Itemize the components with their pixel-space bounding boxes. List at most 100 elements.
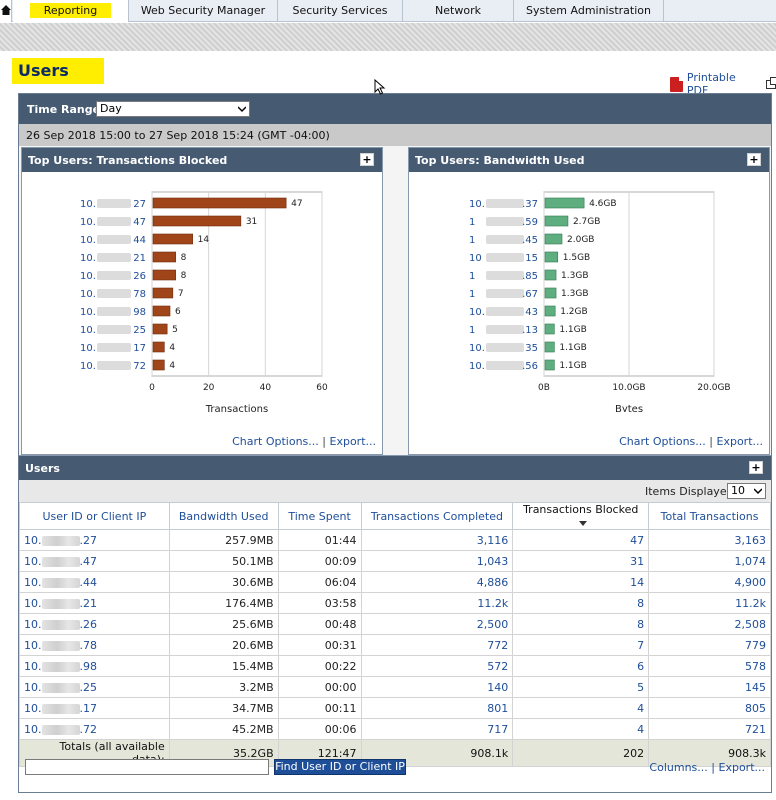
category-label-prefix[interactable]: 10. [80,325,96,336]
category-label-suffix[interactable]: .67 [522,289,538,300]
expand-plus-icon[interactable]: + [749,461,763,474]
bar[interactable] [544,305,556,317]
category-label-prefix[interactable]: 10. [80,253,96,264]
bar[interactable] [544,269,557,281]
tab-reporting[interactable]: Reporting [13,0,129,22]
total-transactions-link[interactable]: 2,508 [648,613,771,635]
chart-export-link[interactable]: Export... [716,435,764,448]
category-label-prefix[interactable]: 10. [469,199,485,210]
chart-options-link[interactable]: Chart Options... [232,435,319,448]
category-label-prefix[interactable]: 10. [469,343,485,354]
bar[interactable] [544,251,559,263]
category-label-prefix[interactable]: 10 [469,253,482,264]
category-label-prefix[interactable]: 10. [80,271,96,282]
category-label-prefix[interactable]: 10. [80,217,96,228]
home-icon[interactable] [0,0,12,22]
bar[interactable] [544,341,555,353]
bar[interactable] [152,287,174,299]
find-user-input[interactable] [25,759,269,775]
transactions-completed-link[interactable]: 1,043 [360,550,514,572]
category-label-prefix[interactable]: 10. [80,235,96,246]
user-id-link[interactable]: 10. .47 [19,550,170,572]
table-export-link[interactable]: Export... [718,761,766,774]
total-transactions-link[interactable]: 1,074 [648,550,771,572]
category-label-suffix[interactable]: 26 [133,271,146,282]
total-transactions-link[interactable]: 145 [648,676,771,698]
category-label-prefix[interactable]: 10. [80,199,96,210]
user-id-link[interactable]: 10. .27 [19,529,170,551]
transactions-blocked-link[interactable]: 4 [512,718,650,740]
user-id-link[interactable]: 10. .26 [19,613,170,635]
printable-pdf-link[interactable]: Printable PDF [670,71,776,97]
transactions-completed-link[interactable]: 2,500 [360,613,514,635]
transactions-blocked-link[interactable]: 8 [512,613,650,635]
transactions-completed-link[interactable]: 801 [360,697,514,719]
transactions-blocked-link[interactable]: 47 [512,529,650,551]
category-label-suffix[interactable]: 27 [133,199,146,210]
transactions-completed-link[interactable]: 3,116 [360,529,514,551]
chart-export-link[interactable]: Export... [329,435,377,448]
bar[interactable] [152,269,176,281]
user-id-link[interactable]: 10. .78 [19,634,170,656]
bar[interactable] [152,251,176,263]
category-label-suffix[interactable]: 98 [133,307,146,318]
category-label-prefix[interactable]: 10. [80,361,96,372]
total-transactions-link[interactable]: 779 [648,634,771,656]
user-id-link[interactable]: 10. .98 [19,655,170,677]
category-label-prefix[interactable]: 1 [469,217,475,228]
transactions-blocked-link[interactable]: 5 [512,676,650,698]
category-label-prefix[interactable]: 10. [469,361,485,372]
bar[interactable] [152,341,165,353]
column-header-transactions-blocked[interactable]: Transactions Blocked [512,502,650,530]
category-label-suffix[interactable]: 47 [133,217,146,228]
user-id-link[interactable]: 10. .21 [19,592,170,614]
category-label-suffix[interactable]: 17 [133,343,146,354]
total-transactions-link[interactable]: 11.2k [648,592,771,614]
transactions-blocked-link[interactable]: 14 [512,571,650,593]
transactions-blocked-link[interactable]: 7 [512,634,650,656]
category-label-suffix[interactable]: 43 [525,307,538,318]
columns-link[interactable]: Columns... [649,761,708,774]
bar[interactable] [544,359,555,371]
total-transactions-link[interactable]: 4,900 [648,571,771,593]
column-header-transactions-completed[interactable]: Transactions Completed [360,502,514,530]
time-range-select[interactable]: Day [96,101,250,117]
category-label-suffix[interactable]: .45 [522,235,538,246]
find-user-button[interactable]: Find User ID or Client IP [274,759,406,775]
expand-plus-icon[interactable]: + [747,153,761,166]
category-label-suffix[interactable]: .59 [522,217,538,228]
chart-options-link[interactable]: Chart Options... [619,435,706,448]
bar[interactable] [544,323,555,335]
category-label-prefix[interactable]: 1 [469,325,475,336]
bar[interactable] [544,215,569,227]
total-transactions-link[interactable]: 721 [648,718,771,740]
user-id-link[interactable]: 10. .25 [19,676,170,698]
category-label-suffix[interactable]: 78 [133,289,146,300]
bar[interactable] [152,323,168,335]
tab-security-services[interactable]: Security Services [278,0,403,22]
category-label-prefix[interactable]: 1 [469,289,475,300]
category-label-suffix[interactable]: 44 [133,235,146,246]
total-transactions-link[interactable]: 805 [648,697,771,719]
user-id-link[interactable]: 10. .72 [19,718,170,740]
user-id-link[interactable]: 10. .17 [19,697,170,719]
bar[interactable] [152,233,193,245]
tab-network[interactable]: Network [403,0,514,22]
bar[interactable] [544,197,585,209]
category-label-suffix[interactable]: 72 [133,361,146,372]
category-label-prefix[interactable]: 1 [469,271,475,282]
transactions-blocked-link[interactable]: 4 [512,697,650,719]
transactions-blocked-link[interactable]: 31 [512,550,650,572]
category-label-suffix[interactable]: 35 [525,343,538,354]
bar[interactable] [544,233,563,245]
transactions-blocked-link[interactable]: 8 [512,592,650,614]
transactions-completed-link[interactable]: 4,886 [360,571,514,593]
transactions-completed-link[interactable]: 717 [360,718,514,740]
total-transactions-link[interactable]: 3,163 [648,529,771,551]
transactions-completed-link[interactable]: 572 [360,655,514,677]
category-label-prefix[interactable]: 1 [469,235,475,246]
category-label-suffix[interactable]: .37 [522,199,538,210]
tab-system-administration[interactable]: System Administration [514,0,664,22]
tab-web-security-manager[interactable]: Web Security Manager [129,0,278,22]
expand-plus-icon[interactable]: + [360,153,374,166]
